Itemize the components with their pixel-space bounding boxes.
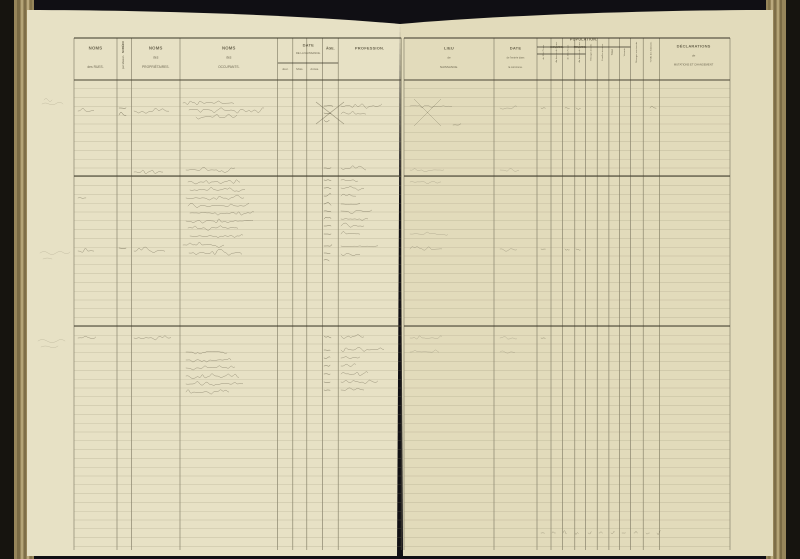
svg-text:DE LA NAISSANCE.: DE LA NAISSANCE. [296, 51, 321, 55]
svg-text:NOMS: NOMS [89, 46, 103, 51]
svg-text:NOMS: NOMS [149, 46, 163, 51]
svg-text:de 15 à 75 ans.: de 15 à 75 ans. [543, 44, 545, 59]
svg-text:Au dessus de 75 ans.: Au dessus de 75 ans. [578, 41, 581, 62]
svg-text:NOMS: NOMS [222, 46, 236, 51]
svg-text:Jour.: Jour. [282, 67, 289, 71]
svg-text:de l'entrée dans: de l'entrée dans [507, 57, 525, 60]
svg-text:PROPRIÉTAIRES.: PROPRIÉTAIRES. [142, 64, 170, 69]
svg-text:PROFESSION.: PROFESSION. [355, 46, 385, 51]
svg-text:Ménages inscrits.: Ménages inscrits. [589, 43, 592, 60]
svg-text:TOTAL des habitants.: TOTAL des habitants. [650, 41, 653, 62]
svg-text:Ménages non inscrits.: Ménages non inscrits. [635, 41, 638, 63]
svg-text:OCCUPANTS.: OCCUPANTS. [218, 65, 239, 69]
svg-text:Total.: Total. [610, 49, 614, 56]
svg-text:Familles inscrites.: Familles inscrites. [601, 43, 604, 61]
svg-text:MUTATIONS ET CHANGEMENT: MUTATIONS ET CHANGEMENT [674, 63, 714, 67]
svg-text:Au dessus de 75 ans.: Au dessus de 75 ans. [555, 41, 558, 62]
svg-text:DÉCLARATIONS: DÉCLARATIONS [677, 44, 711, 49]
svg-text:ÂGE.: ÂGE. [326, 46, 335, 51]
svg-text:des: des [226, 56, 232, 60]
svg-text:LIEU: LIEU [444, 46, 454, 51]
svg-text:de: de [692, 54, 696, 58]
svg-text:par Maison.: par Maison. [121, 55, 125, 69]
svg-text:des: des [153, 56, 159, 60]
svg-text:POPULATION.: POPULATION. [570, 38, 598, 42]
svg-text:de: de [447, 56, 451, 60]
svg-text:NAISSANCE.: NAISSANCE. [440, 65, 458, 69]
svg-text:Vacants.: Vacants. [623, 47, 626, 56]
svg-text:Mois.: Mois. [296, 67, 303, 71]
svg-text:la commune.: la commune. [508, 66, 523, 69]
svg-text:Année.: Année. [310, 67, 319, 71]
svg-text:de 15 à 75 ans.: de 15 à 75 ans. [568, 44, 570, 59]
svg-text:DATE: DATE [510, 46, 522, 51]
svg-text:des RUES.: des RUES. [87, 65, 103, 69]
svg-text:DATE: DATE [303, 43, 315, 48]
